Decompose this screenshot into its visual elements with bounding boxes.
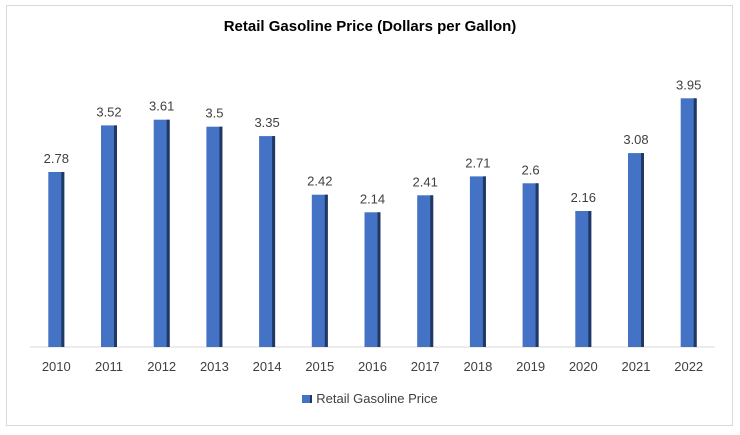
- x-tick-label-2010: 2010: [42, 359, 71, 374]
- bar-2017: [417, 195, 434, 347]
- x-tick-label-2021: 2021: [622, 359, 651, 374]
- data-label-2020: 2.16: [571, 190, 596, 205]
- bar-shadow-2013: [219, 126, 223, 347]
- data-label-2012: 3.61: [149, 99, 174, 114]
- bar-shadow-2017: [430, 195, 434, 347]
- bar-shadow-2020: [588, 211, 592, 347]
- legend-swatch: [302, 395, 313, 403]
- chart-title: Retail Gasoline Price (Dollars per Gallo…: [223, 18, 517, 35]
- bar-shadow-2012: [166, 119, 170, 347]
- x-tick-label-2022: 2022: [674, 359, 703, 374]
- data-label-2014: 3.35: [254, 115, 279, 130]
- data-labels-layer: 2.78 3.52 3.61 3.5 3.35 2.42 2.14 2.41 2.71 2.6 2.…: [44, 77, 702, 206]
- bar-shadow-2016: [377, 212, 381, 347]
- bar-shadow-2022: [693, 98, 697, 347]
- x-tick-label-2015: 2015: [305, 359, 334, 374]
- data-label-2018: 2.71: [465, 155, 490, 170]
- bar-2020: [575, 211, 592, 347]
- data-label-2010: 2.78: [44, 151, 69, 166]
- bar-2015: [311, 194, 328, 347]
- x-tick-label-2020: 2020: [569, 359, 598, 374]
- data-label-2015: 2.42: [307, 174, 332, 189]
- data-label-2017: 2.41: [413, 174, 438, 189]
- x-tick-label-2014: 2014: [253, 359, 282, 374]
- x-tick-label-2018: 2018: [463, 359, 492, 374]
- bar-shadow-2010: [61, 172, 65, 347]
- x-tick-label-2012: 2012: [147, 359, 176, 374]
- x-tick-label-2017: 2017: [411, 359, 440, 374]
- x-tick-label-2013: 2013: [200, 359, 229, 374]
- bar-shadow-2015: [324, 194, 328, 347]
- data-label-2011: 3.52: [96, 104, 121, 119]
- bar-2018: [469, 176, 486, 347]
- data-label-2021: 3.08: [623, 132, 648, 147]
- x-tick-label-2016: 2016: [358, 359, 387, 374]
- data-label-2013: 3.5: [205, 106, 223, 121]
- bar-shadow-2014: [272, 136, 276, 347]
- legend-label: Retail Gasoline Price: [316, 391, 438, 406]
- bar-2021: [628, 153, 644, 347]
- bars-layer: [48, 98, 697, 348]
- bar-shadow-2019: [535, 183, 539, 347]
- bar-2014: [259, 136, 276, 347]
- bar-2019: [522, 183, 539, 347]
- bar-shadow-2011: [114, 125, 117, 348]
- data-label-2016: 2.14: [360, 191, 385, 206]
- bar-2013: [206, 126, 223, 347]
- x-tick-label-2019: 2019: [516, 359, 545, 374]
- x-tick-labels-layer: 2010 2011 2012 2013 2014 2015 2016 2017 2018 2019…: [42, 359, 703, 374]
- bar-2016: [364, 212, 381, 347]
- x-tick-label-2011: 2011: [95, 359, 123, 374]
- bar-shadow-2021: [641, 153, 644, 347]
- bar-2010: [48, 172, 65, 347]
- data-label-2019: 2.6: [522, 162, 540, 177]
- legend: Retail Gasoline Price: [0, 391, 740, 406]
- data-label-2022: 3.95: [676, 77, 701, 92]
- bar-2011: [101, 125, 117, 348]
- bar-2012: [153, 119, 170, 347]
- bar-shadow-2018: [482, 176, 486, 347]
- bar-2022: [680, 98, 697, 347]
